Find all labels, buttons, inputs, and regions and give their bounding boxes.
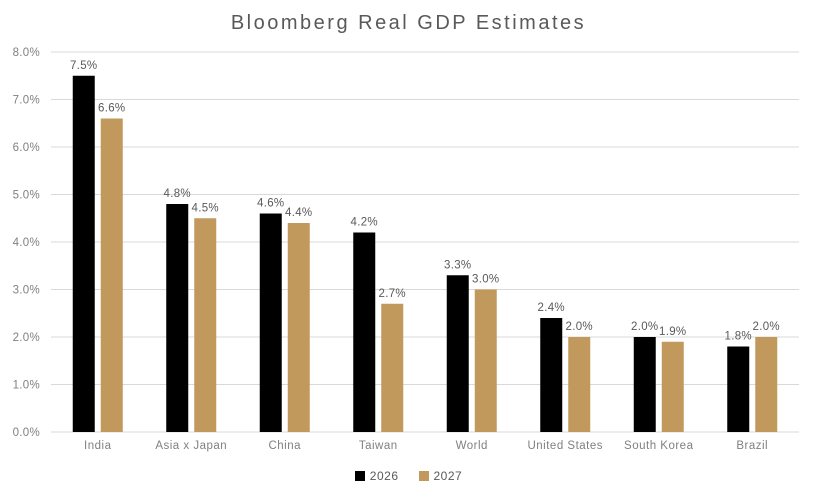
y-tick-label-3: 3.0% [13,285,40,297]
bar-2026-south-korea [633,337,656,432]
data-label-2027-south-korea: 1.9% [659,326,686,338]
chart-title: Bloomberg Real GDP Estimates [230,12,587,34]
y-tick-label-7: 7.0% [13,95,40,107]
legend-item-2026: 2026 [354,469,399,483]
data-label-2027-united-states: 2.0% [566,321,593,333]
data-label-2027-world: 3.0% [472,274,499,286]
bar-2027-south-korea [661,341,684,432]
data-label-2027-india: 6.6% [98,103,125,115]
data-label-2026-china: 4.6% [257,198,284,210]
data-label-2027-china: 4.4% [285,207,312,219]
category-label-asia-x-japan: Asia x Japan [155,440,227,452]
bar-2027-asia-x-japan [194,218,217,432]
bar-2027-taiwan [381,303,404,432]
category-label-brazil: Brazil [736,440,768,452]
bar-2026-asia-x-japan [166,204,189,432]
data-label-2026-asia-x-japan: 4.8% [164,188,191,200]
data-label-2026-taiwan: 4.2% [351,217,378,229]
y-tick-label-4: 4.0% [13,237,40,249]
bar-2026-taiwan [353,232,376,432]
y-tick-label-6: 6.0% [13,142,40,154]
bar-2026-china [259,213,282,432]
data-label-2026-world: 3.3% [444,259,471,271]
category-label-world: World [456,440,488,452]
category-label-taiwan: Taiwan [359,440,398,452]
legend: 2026 2027 [0,469,817,483]
bar-2027-china [287,223,310,432]
y-tick-label-8: 8.0% [13,47,40,59]
data-label-2026-south-korea: 2.0% [631,321,658,333]
bar-2027-world [474,289,497,432]
legend-item-2027: 2027 [418,469,463,483]
legend-swatch-2027 [418,471,429,481]
data-label-2026-india: 7.5% [70,60,97,72]
bar-2026-india [72,75,95,432]
y-tick-label-1: 1.0% [13,380,40,392]
y-tick-label-2: 2.0% [13,332,40,344]
category-label-china: China [268,440,301,452]
bar-2026-world [446,275,469,432]
bar-2027-india [100,118,123,432]
data-label-2026-united-states: 2.4% [538,302,565,314]
y-tick-label-5: 5.0% [13,190,40,202]
legend-label-2027: 2027 [433,469,463,483]
category-label-india: India [84,440,112,452]
y-tick-label-0: 0.0% [13,427,40,439]
legend-label-2026: 2026 [369,469,399,483]
legend-swatch-2026 [354,471,365,481]
category-label-south-korea: South Korea [624,440,694,452]
bar-2027-united-states [568,337,591,432]
data-label-2027-asia-x-japan: 4.5% [192,202,219,214]
data-label-2027-brazil: 2.0% [753,321,780,333]
bar-2026-united-states [540,318,563,432]
bar-2026-brazil [727,346,750,432]
data-label-2026-brazil: 1.8% [725,331,752,343]
data-label-2027-taiwan: 2.7% [379,288,406,300]
category-label-united-states: United States [527,440,603,452]
bar-2027-brazil [755,337,778,432]
